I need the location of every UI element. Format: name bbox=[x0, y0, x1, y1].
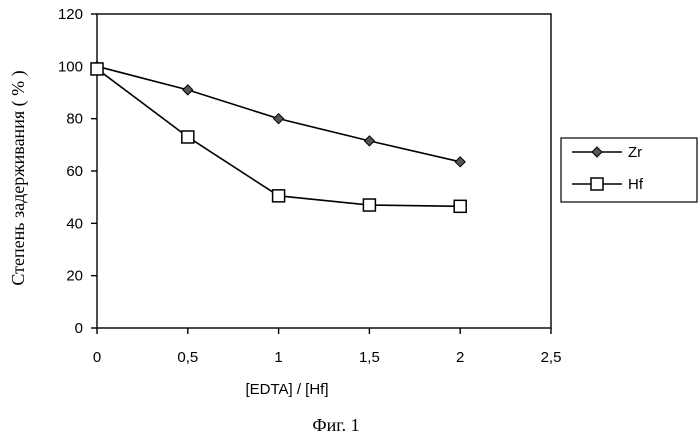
x-axis: 0 0,5 1 1,5 2 2,5 bbox=[93, 328, 562, 366]
x-tick-label: 2 bbox=[456, 349, 464, 366]
data-point-hf bbox=[91, 63, 103, 75]
y-tick-label: 120 bbox=[58, 6, 83, 23]
data-point-zr bbox=[364, 136, 374, 146]
plot-area bbox=[97, 14, 551, 328]
legend-label: Zr bbox=[628, 144, 642, 161]
y-axis-title: Степень задерживания ( % ) bbox=[8, 70, 29, 285]
y-tick-label: 0 bbox=[75, 320, 83, 337]
legend-label: Hf bbox=[628, 176, 644, 193]
x-tick-label: 2,5 bbox=[541, 349, 562, 366]
series-line-hf bbox=[97, 69, 460, 206]
plot-border bbox=[97, 14, 551, 328]
legend-marker-hf bbox=[591, 178, 603, 190]
data-point-zr bbox=[455, 157, 465, 167]
y-tick-label: 20 bbox=[66, 268, 83, 285]
x-tick-label: 0 bbox=[93, 349, 101, 366]
x-tick-label: 0,5 bbox=[177, 349, 198, 366]
data-point-hf bbox=[454, 200, 466, 212]
y-tick-label: 100 bbox=[58, 58, 83, 75]
data-point-hf bbox=[273, 190, 285, 202]
series-hf bbox=[91, 63, 466, 212]
series-layer bbox=[91, 61, 466, 212]
figure-caption: Фиг. 1 bbox=[312, 415, 359, 435]
x-tick-label: 1,5 bbox=[359, 349, 380, 366]
data-point-zr bbox=[183, 85, 193, 95]
y-tick-label: 40 bbox=[66, 215, 83, 232]
data-point-hf bbox=[363, 199, 375, 211]
x-axis-title: [EDTA] / [Hf] bbox=[245, 381, 328, 398]
series-zr bbox=[92, 61, 465, 167]
y-tick-label: 80 bbox=[66, 111, 83, 128]
y-axis: 0 20 40 60 80 100 120 bbox=[58, 6, 97, 337]
y-tick-label: 60 bbox=[66, 163, 83, 180]
x-tick-label: 1 bbox=[274, 349, 282, 366]
data-point-hf bbox=[182, 131, 194, 143]
data-point-zr bbox=[274, 114, 284, 124]
legend: Zr Hf bbox=[561, 138, 697, 202]
